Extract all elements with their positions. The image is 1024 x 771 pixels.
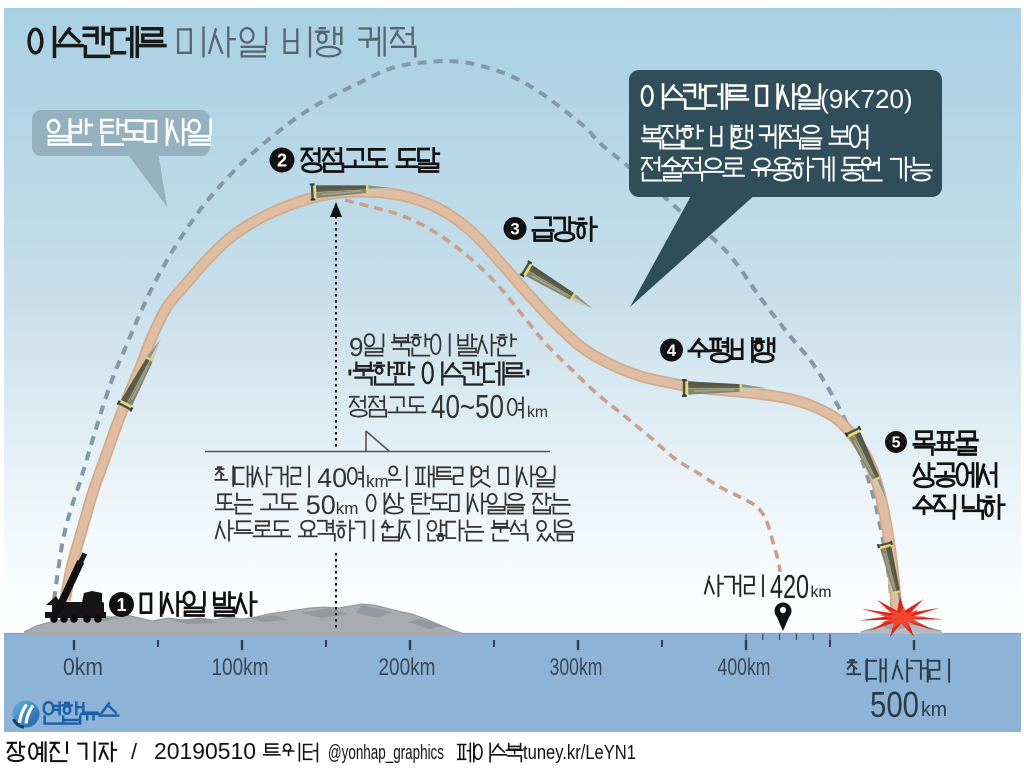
svg-text:/: /: [131, 739, 138, 764]
svg-text:5: 5: [892, 435, 901, 452]
svg-text:400km: 400km: [718, 654, 771, 681]
svg-text:420: 420: [770, 568, 809, 605]
svg-text:km: km: [811, 584, 832, 601]
svg-text:km: km: [921, 699, 947, 721]
svg-text:20190510: 20190510: [154, 738, 256, 764]
svg-text:': ': [347, 365, 353, 392]
svg-text:3: 3: [510, 220, 519, 239]
svg-text:0km: 0km: [63, 654, 103, 681]
svg-text:200km: 200km: [379, 654, 436, 681]
svg-text:4: 4: [667, 341, 677, 360]
svg-text:300km: 300km: [550, 654, 603, 681]
svg-text:40~50: 40~50: [431, 388, 504, 425]
svg-text:40: 40: [317, 463, 347, 493]
svg-text:': ': [525, 365, 531, 392]
svg-text:km: km: [527, 404, 548, 421]
svg-text:km: km: [366, 472, 389, 491]
svg-text:2: 2: [277, 151, 287, 171]
svg-text:(9K720): (9K720): [820, 84, 913, 114]
svg-text:50: 50: [306, 490, 336, 520]
svg-text:@yonhap_graphics: @yonhap_graphics: [328, 742, 444, 764]
svg-text:1: 1: [116, 595, 126, 615]
svg-text:500: 500: [870, 684, 919, 725]
svg-text:100km: 100km: [212, 654, 269, 681]
svg-text:9: 9: [349, 332, 363, 362]
svg-text:km: km: [336, 499, 359, 518]
svg-text:tuney.kr/LeYN1: tuney.kr/LeYN1: [523, 742, 636, 764]
